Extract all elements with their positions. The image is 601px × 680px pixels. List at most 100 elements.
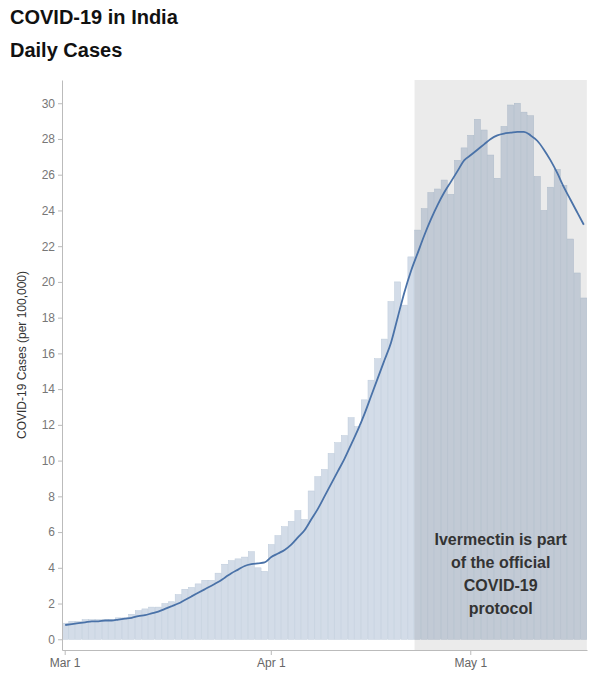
y-tick: 14 [42, 382, 62, 396]
y-tick-label: 28 [42, 132, 56, 146]
bar [102, 620, 108, 640]
y-tick: 28 [42, 132, 62, 146]
y-tick-mark [58, 639, 62, 640]
bar [275, 536, 281, 640]
y-tick-mark [58, 496, 62, 497]
bar [142, 609, 148, 639]
bar [89, 620, 95, 640]
y-tick-mark [58, 604, 62, 605]
y-axis: 024681012141618202224262830 [42, 81, 63, 651]
y-tick-label: 6 [48, 525, 55, 539]
y-tick: 22 [42, 240, 62, 254]
y-tick: 30 [42, 97, 62, 111]
y-tick-mark [58, 532, 62, 533]
bar [301, 520, 307, 640]
bar [368, 380, 374, 639]
x-tick-mark [65, 650, 66, 655]
y-tick-mark [58, 389, 62, 390]
shaded-span [415, 80, 587, 650]
y-tick: 4 [48, 561, 62, 575]
y-tick-label: 2 [48, 597, 55, 611]
y-tick-label: 12 [42, 418, 56, 432]
y-tick-mark [58, 210, 62, 211]
bar [401, 305, 407, 639]
bar [315, 477, 321, 640]
plot-area [62, 80, 587, 650]
bar [355, 427, 361, 640]
x-tick-label: May 1 [454, 656, 487, 670]
bar [182, 589, 188, 639]
title: COVID-19 in India [10, 6, 179, 28]
y-tick-mark [58, 246, 62, 247]
y-tick-label: 20 [42, 275, 56, 289]
x-tick-label: Mar 1 [50, 656, 81, 670]
bar [381, 339, 387, 639]
x-tick-mark [470, 650, 471, 655]
y-tick-label: 26 [42, 168, 56, 182]
y-tick: 24 [42, 204, 62, 218]
y-tick: 2 [48, 597, 62, 611]
y-tick-label: 10 [42, 454, 56, 468]
bar [242, 557, 248, 639]
bar [395, 282, 401, 639]
y-tick-label: 4 [48, 561, 55, 575]
y-tick: 20 [42, 275, 62, 289]
y-tick-mark [58, 139, 62, 140]
y-tick-label: 24 [42, 204, 56, 218]
y-tick-mark [58, 425, 62, 426]
y-axis-line [62, 81, 63, 651]
x-axis: Mar 1 Apr 1 May 1 [50, 650, 588, 670]
annotation: Ivermectin is part of the official COVID-1… [434, 531, 567, 617]
bar [175, 595, 181, 640]
annotation-text: COVID-19 [464, 577, 538, 594]
x-tick-mark [271, 650, 272, 655]
line [65, 132, 584, 625]
y-tick-label: 0 [48, 633, 55, 647]
y-tick-label: 16 [42, 347, 56, 361]
x-axis-line [63, 650, 588, 651]
y-tick: 18 [42, 311, 62, 325]
y-tick-mark [58, 568, 62, 569]
bar [388, 302, 394, 640]
bar [282, 527, 288, 640]
chart: COVID-19 in India Daily Cases Ivermectin i… [0, 0, 601, 680]
y-tick-label: 14 [42, 382, 56, 396]
y-tick-label: 30 [42, 97, 56, 111]
bar [109, 620, 115, 640]
y-tick-mark [58, 282, 62, 283]
y-tick-label: 8 [48, 490, 55, 504]
bar [262, 571, 268, 639]
y-tick: 6 [48, 525, 62, 539]
y-tick: 16 [42, 347, 62, 361]
bar [408, 257, 414, 639]
y-tick-label: 18 [42, 311, 56, 325]
bar [288, 521, 294, 639]
x-tick: Mar 1 [50, 650, 81, 670]
annotation-text: Ivermectin is part [434, 531, 567, 548]
annotation-text: of the official [451, 554, 551, 571]
bar [375, 359, 381, 640]
y-tick-mark [58, 461, 62, 462]
y-tick: 26 [42, 168, 62, 182]
y-tick: 0 [48, 633, 62, 647]
bar [295, 511, 301, 640]
x-tick: Apr 1 [257, 650, 286, 670]
subtitle: Daily Cases [10, 39, 122, 61]
bar [208, 580, 214, 639]
y-tick-mark [58, 353, 62, 354]
y-tick-label: 22 [42, 240, 56, 254]
y-tick-mark [58, 318, 62, 319]
bar [95, 620, 101, 640]
bar [341, 436, 347, 640]
y-tick: 12 [42, 418, 62, 432]
y-tick: 10 [42, 454, 62, 468]
y-tick: 8 [48, 490, 62, 504]
annotation-text: protocol [469, 600, 533, 617]
bar [122, 618, 128, 639]
bar [308, 491, 314, 639]
bar [255, 568, 261, 639]
bar [361, 400, 367, 639]
y-axis-title: COVID-19 Cases (per 100,000) [15, 271, 29, 439]
y-tick-mark [58, 175, 62, 176]
x-tick: May 1 [454, 650, 487, 670]
